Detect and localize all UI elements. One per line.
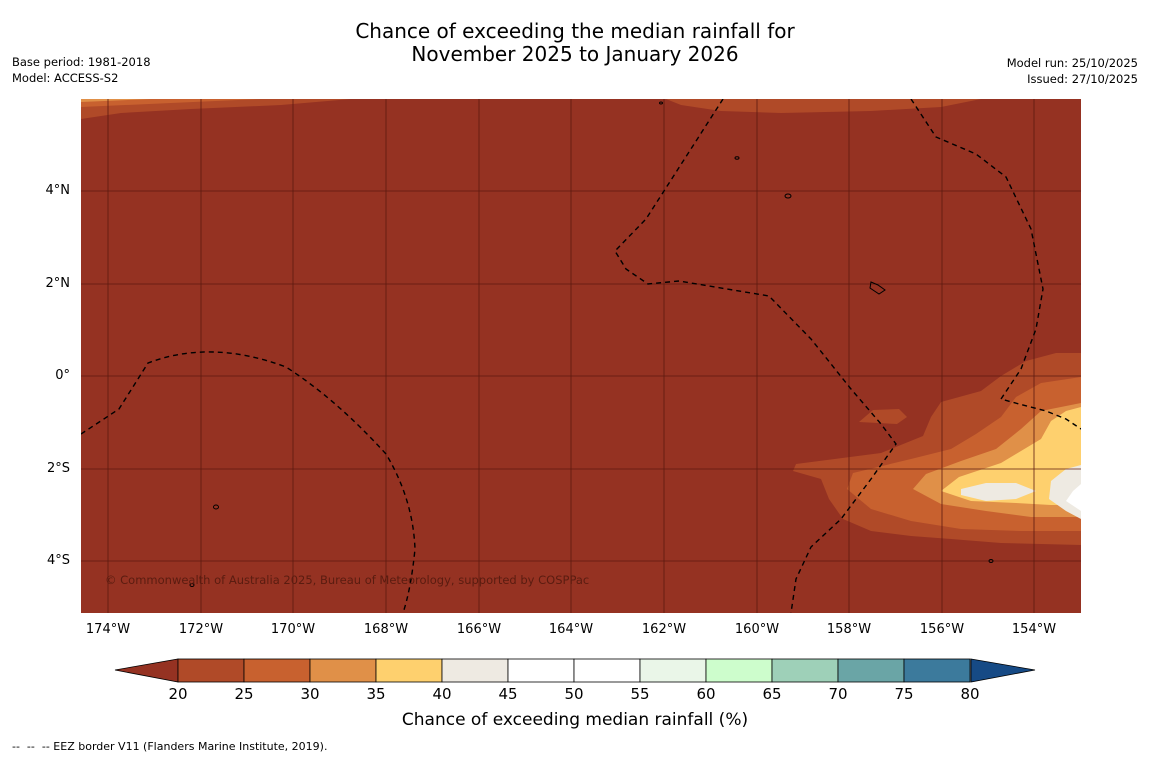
lon-tick-172w: 172°W xyxy=(178,622,224,637)
lon-tick-162w: 162°W xyxy=(641,622,687,637)
meta-right: Model run: 25/10/2025 Issued: 27/10/2025 xyxy=(1007,55,1138,87)
field-35-40-east xyxy=(941,407,1081,505)
model-name: Model: ACCESS-S2 xyxy=(12,71,119,85)
colorbar-segment-20-25 xyxy=(177,658,245,683)
colorbar-segment-75-80 xyxy=(903,658,971,683)
lon-tick-170w: 170°W xyxy=(270,622,316,637)
lat-tick-2s: 2°S xyxy=(46,461,70,476)
base-period: Base period: 1981-2018 xyxy=(12,55,151,69)
field-20-25-top-middle xyxy=(666,99,981,113)
colorbar-tick-40: 40 xyxy=(432,685,452,703)
lon-tick-166w: 166°W xyxy=(456,622,502,637)
field-20-25-patch xyxy=(859,409,907,424)
island-5 xyxy=(189,583,195,587)
island-4 xyxy=(213,504,219,510)
colorbar-segment-45-50 xyxy=(507,658,575,683)
lon-tick-168w: 168°W xyxy=(363,622,409,637)
colorbar-segment-35-40 xyxy=(375,658,443,683)
colorbar-segment-65-70 xyxy=(771,658,839,683)
lon-tick-158w: 158°W xyxy=(826,622,872,637)
eez-footnote: -- -- -- EEZ border V11 (Flanders Marine… xyxy=(12,740,328,753)
colorbar-tick-35: 35 xyxy=(366,685,386,703)
colorbar-segment-40-45 xyxy=(441,658,509,683)
island-2 xyxy=(734,156,740,160)
colorbar-tick-70: 70 xyxy=(828,685,848,703)
colorbar-tick-30: 30 xyxy=(300,685,320,703)
forecast-map: © Commonwealth of Australia 2025, Bureau… xyxy=(81,99,1081,613)
island-1 xyxy=(784,193,792,199)
colorbar-tick-25: 25 xyxy=(234,685,254,703)
field-25-30-top-left xyxy=(81,99,261,107)
lat-tick-2n: 2°N xyxy=(45,276,71,291)
island-7 xyxy=(659,101,663,105)
colorbar-tick-50: 50 xyxy=(564,685,584,703)
colorbar-segment-55-60 xyxy=(639,658,707,683)
title-line-1: Chance of exceeding the median rainfall … xyxy=(355,19,795,43)
colorbar-segment-50-55 xyxy=(573,658,641,683)
colorbar-tick-45: 45 xyxy=(498,685,518,703)
colorbar xyxy=(114,658,1036,683)
lon-tick-160w: 160°W xyxy=(734,622,780,637)
colorbar-under-arrow xyxy=(114,658,179,683)
issued-date: Issued: 27/10/2025 xyxy=(1027,72,1138,86)
islands xyxy=(189,101,994,587)
colorbar-segment-25-30 xyxy=(243,658,311,683)
meta-left: Base period: 1981-2018 Model: ACCESS-S2 xyxy=(12,54,151,86)
lat-tick-4n: 4°N xyxy=(45,183,71,198)
gridlines xyxy=(81,99,1081,613)
colorbar-segment-60-65 xyxy=(705,658,773,683)
colorbar-over-arrow xyxy=(970,658,1036,683)
map-canvas xyxy=(81,99,1081,613)
eez-border-central xyxy=(614,99,897,613)
island-3 xyxy=(869,281,886,295)
colorbar-tick-75: 75 xyxy=(894,685,914,703)
colorbar-label: Chance of exceeding median rainfall (%) xyxy=(401,710,749,730)
colorbar-tick-65: 65 xyxy=(762,685,782,703)
eez-borders xyxy=(81,99,1081,613)
field-30-35-top-left xyxy=(81,99,151,102)
title-line-2: November 2025 to January 2026 xyxy=(411,42,739,66)
lat-tick-4s: 4°S xyxy=(46,553,70,568)
model-run: Model run: 25/10/2025 xyxy=(1006,56,1138,70)
field-45-50-east xyxy=(1066,484,1081,511)
lon-tick-174w: 174°W xyxy=(85,622,131,637)
colorbar-segment-30-35 xyxy=(309,658,377,683)
field-40-45-east-core xyxy=(961,483,1036,501)
lat-tick-0: 0° xyxy=(55,368,70,383)
colorbar-segment-70-75 xyxy=(837,658,905,683)
island-6 xyxy=(988,559,994,563)
map-title: Chance of exceeding the median rainfall … xyxy=(0,20,1150,66)
lon-tick-156w: 156°W xyxy=(919,622,965,637)
copyright-notice: © Commonwealth of Australia 2025, Bureau… xyxy=(105,573,590,587)
colorbar-tick-60: 60 xyxy=(696,685,716,703)
colorbar-tick-20: 20 xyxy=(168,685,188,703)
colorbar-tick-80: 80 xyxy=(960,685,980,703)
colorbar-segments xyxy=(177,658,971,683)
lon-tick-164w: 164°W xyxy=(548,622,594,637)
lon-tick-154w: 154°W xyxy=(1011,622,1057,637)
colorbar-tick-55: 55 xyxy=(630,685,650,703)
eez-border-west xyxy=(81,351,416,613)
